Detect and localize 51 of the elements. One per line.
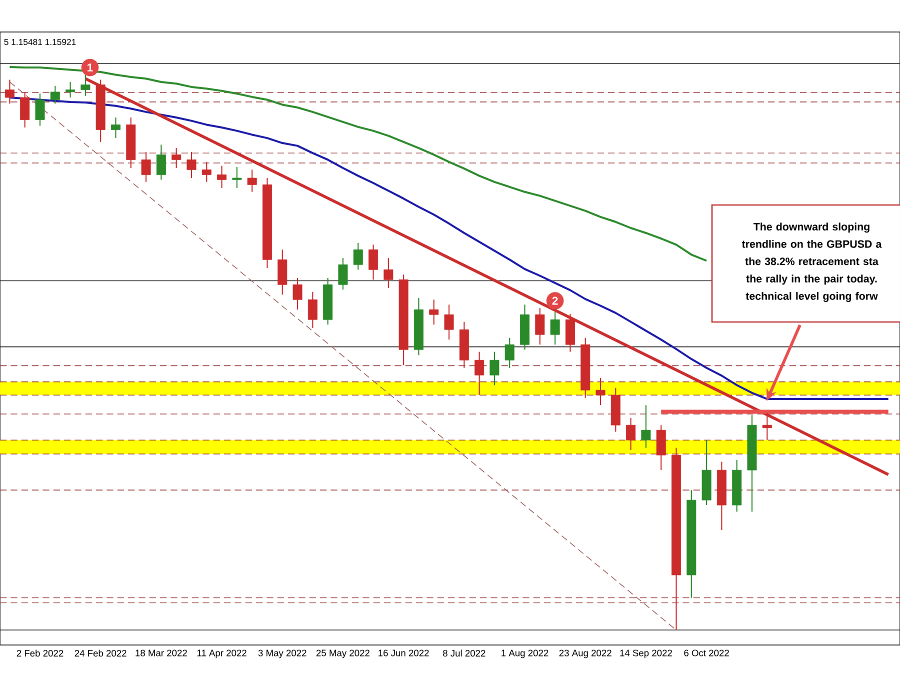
candlestick	[474, 351, 484, 396]
x-tick-label: 23 Aug 2022	[559, 650, 612, 658]
x-tick-label: 2 Feb 2022	[16, 650, 64, 657]
candlestick	[429, 299, 439, 326]
candlestick	[444, 304, 454, 340]
candlestick	[368, 244, 378, 280]
candlestick	[490, 351, 500, 386]
candlestick	[80, 74, 90, 96]
candlestick	[596, 377, 606, 406]
candlestick	[111, 116, 120, 139]
x-tick-label: 6 Oct 2022	[684, 650, 729, 656]
candlestick	[762, 412, 772, 441]
text: 5 1.15481 1.15921	[4, 38, 76, 46]
candlestick	[202, 161, 212, 182]
candlestick	[50, 85, 60, 104]
candlestick	[66, 81, 76, 98]
candlestick	[35, 93, 45, 126]
candlestick	[156, 144, 166, 180]
candlestick	[641, 404, 651, 448]
x-tick-label: 24 Feb 2022	[74, 650, 126, 657]
candlestick	[172, 148, 182, 169]
candlestick	[20, 91, 30, 128]
x-tick-label: 11 Apr 2022	[197, 650, 246, 658]
candlestick	[292, 277, 302, 310]
x-tick-label: 16 Jun 2022	[378, 650, 429, 656]
candlestick	[384, 257, 394, 288]
candlestick	[141, 151, 151, 182]
annotation: 2	[552, 296, 558, 305]
x-tick-label: 18 Mar 2022	[136, 650, 187, 656]
x-tick-label: 25 May 2022	[316, 650, 370, 658]
x-tick-label: 14 Sep 2022	[620, 650, 672, 658]
annotation: the rally in the pair today.	[746, 274, 877, 285]
x-tick-label: 1 Aug 2022	[502, 650, 548, 658]
text: 1	[88, 64, 93, 72]
candlestick	[338, 257, 348, 290]
x-tick-label: 8 Jul 2022	[443, 650, 486, 657]
candlestick	[504, 337, 514, 368]
annotation: technical level going forw	[746, 292, 878, 302]
candlestick	[353, 242, 363, 270]
annotation: the 38.2% retracement sta	[745, 257, 878, 266]
candlestick	[4, 79, 14, 104]
candlestick	[535, 307, 545, 346]
annotation: trendline on the GBPUSD a	[742, 240, 882, 248]
candlestick	[550, 311, 560, 346]
candlestick	[232, 166, 242, 189]
candlestick	[186, 151, 196, 179]
x-tick-label: 3 May 2022	[258, 650, 306, 658]
candlestick	[247, 169, 257, 192]
annotation: The downward sloping	[753, 222, 870, 233]
candlestick	[217, 165, 227, 189]
candlestick	[308, 291, 318, 328]
